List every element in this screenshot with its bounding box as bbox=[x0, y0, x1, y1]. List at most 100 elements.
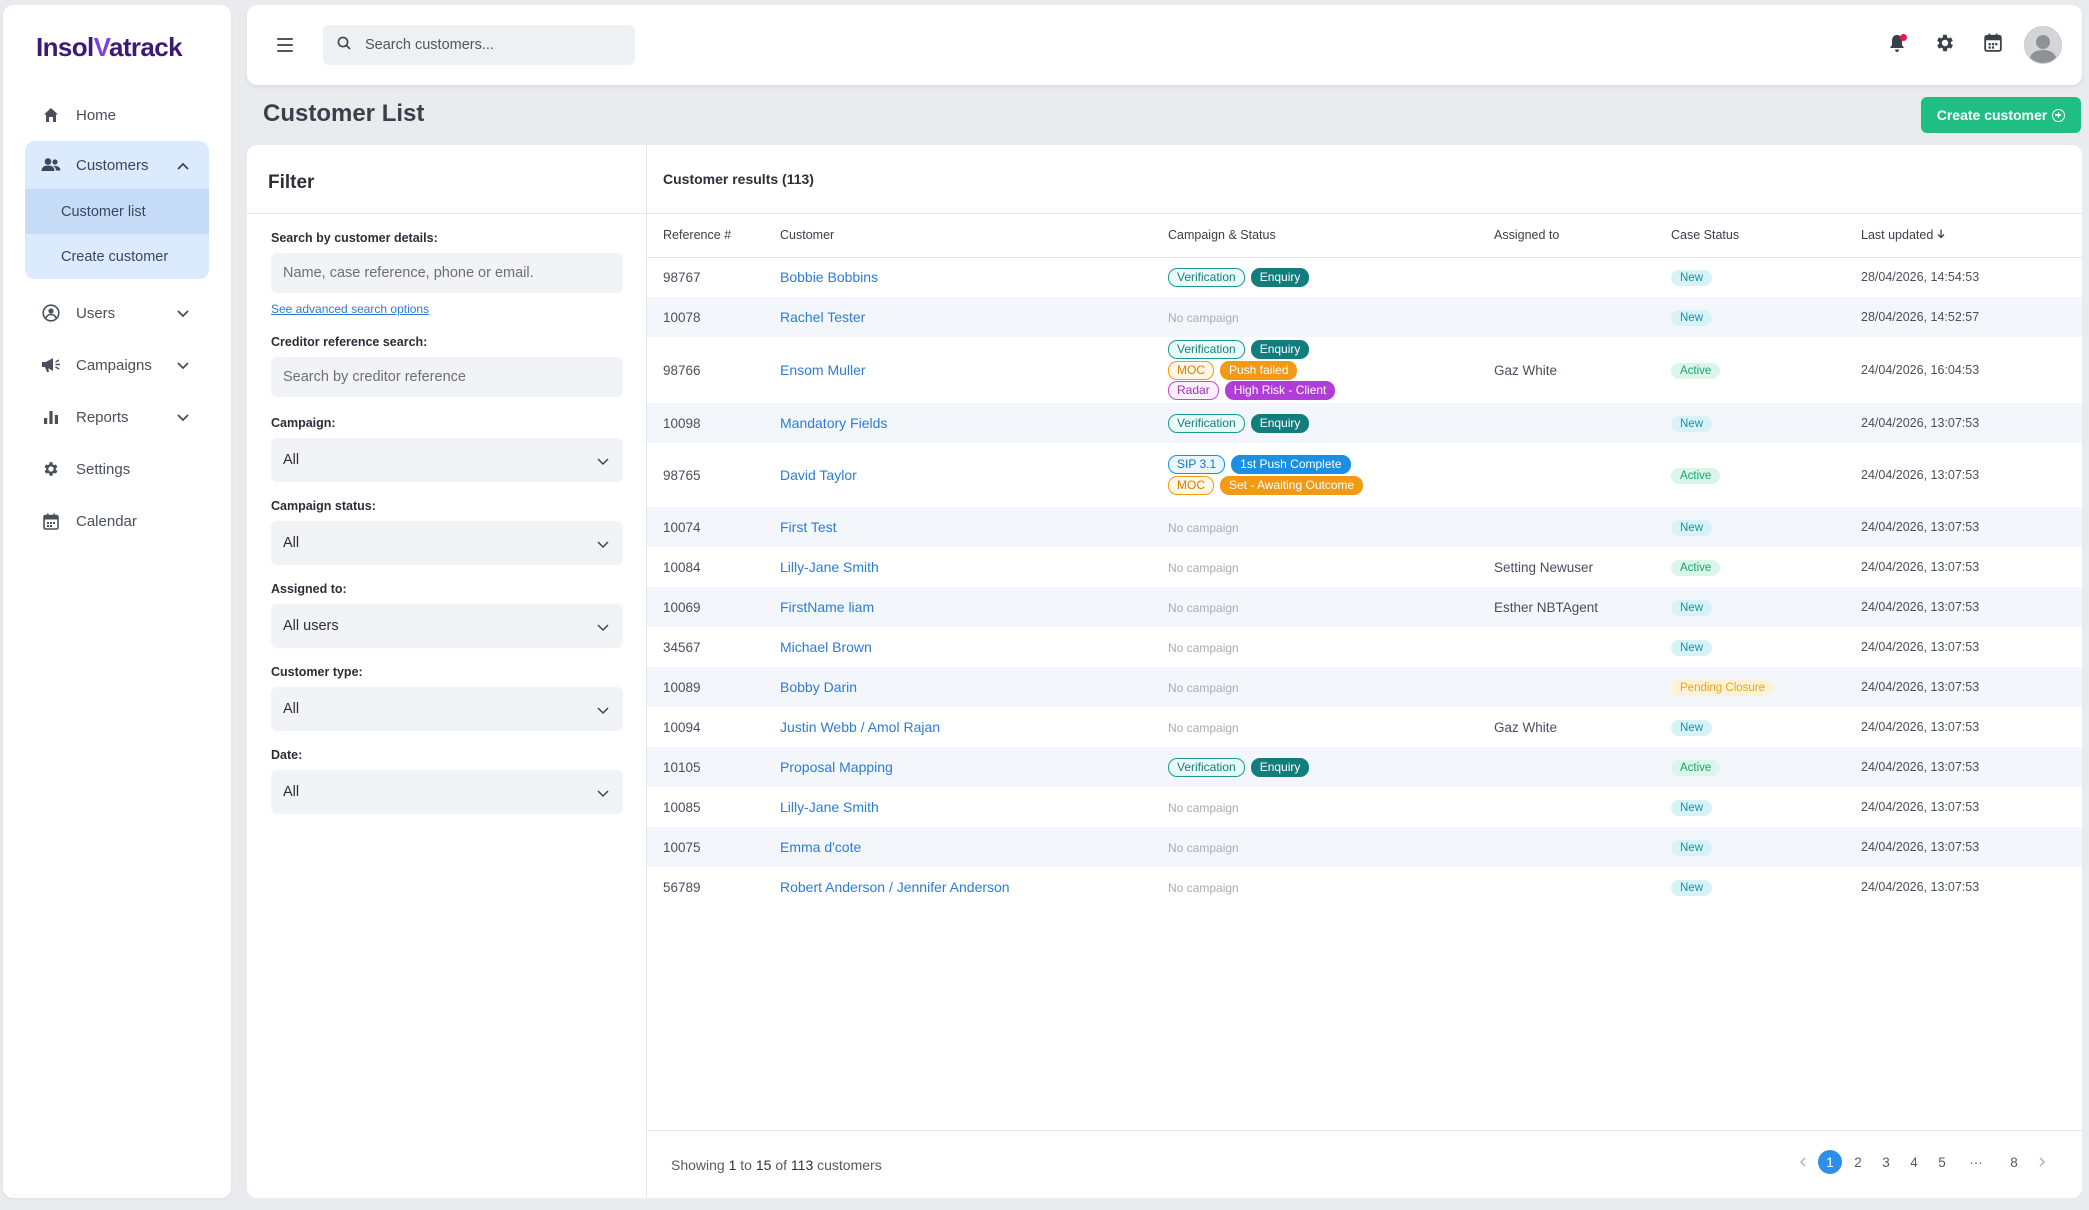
table-row[interactable]: 10075 Emma d'cote No campaign New 24/04/… bbox=[647, 827, 2082, 867]
pagination-page[interactable]: 5 bbox=[1938, 1154, 1946, 1170]
customer-link[interactable]: FirstName liam bbox=[780, 599, 875, 615]
column-header-assigned[interactable]: Assigned to bbox=[1494, 214, 1671, 258]
campaign-select-value: All bbox=[283, 452, 300, 468]
menu-icon[interactable] bbox=[277, 38, 293, 52]
customer-link[interactable]: Lilly-Jane Smith bbox=[780, 559, 879, 575]
table-row[interactable]: 10085 Lilly-Jane Smith No campaign New 2… bbox=[647, 787, 2082, 827]
table-row[interactable]: 98766 Ensom Muller Verification Enquiry MO… bbox=[647, 337, 2082, 403]
sidebar-item-home[interactable]: Home bbox=[3, 89, 231, 141]
calendar-icon bbox=[41, 511, 61, 531]
cell-campaign: Verification Enquiry bbox=[1168, 403, 1494, 443]
status-badge: New bbox=[1671, 269, 1713, 286]
cell-last-updated: 28/04/2026, 14:54:53 bbox=[1861, 270, 1980, 285]
pagination-page[interactable]: 8 bbox=[2010, 1154, 2018, 1170]
campaign-tag[interactable]: Verification bbox=[1168, 757, 1245, 777]
campaign-tag[interactable]: Set - Awaiting Outcome bbox=[1220, 475, 1364, 495]
cell-campaign: No campaign bbox=[1168, 867, 1494, 907]
table-row[interactable]: 34567 Michael Brown No campaign New 24/0… bbox=[647, 627, 2082, 667]
cell-assigned: Esther NBTAgent bbox=[1494, 599, 1599, 615]
campaign-tag[interactable]: MOC bbox=[1168, 360, 1214, 380]
column-header-case-status[interactable]: Case Status bbox=[1671, 214, 1861, 258]
assigned-select[interactable]: All users bbox=[271, 604, 623, 648]
table-row[interactable]: 10084 Lilly-Jane Smith No campaign Setti… bbox=[647, 547, 2082, 587]
sidebar-item-calendar[interactable]: Calendar bbox=[3, 495, 231, 547]
customer-link[interactable]: First Test bbox=[780, 519, 837, 535]
sidebar-subitem-customer-list[interactable]: Customer list bbox=[25, 189, 209, 234]
create-customer-button[interactable]: Create customer bbox=[1921, 97, 2081, 133]
campaign-tag[interactable]: Enquiry bbox=[1250, 340, 1310, 359]
table-row[interactable]: 56789 Robert Anderson / Jennifer Anderso… bbox=[647, 867, 2082, 907]
cell-campaign: Verification Enquiry bbox=[1168, 257, 1494, 297]
table-row[interactable]: 10069 FirstName liam No campaign Esther … bbox=[647, 587, 2082, 627]
search-input[interactable] bbox=[365, 37, 615, 53]
app-logo[interactable]: InsolVatrack bbox=[36, 32, 183, 63]
customer-link[interactable]: Mandatory Fields bbox=[780, 415, 888, 431]
advanced-search-link[interactable]: See advanced search options bbox=[271, 302, 430, 316]
customer-details-input[interactable] bbox=[271, 253, 623, 293]
table-row[interactable]: 10094 Justin Webb / Amol Rajan No campai… bbox=[647, 707, 2082, 747]
creditor-reference-input[interactable] bbox=[271, 357, 623, 397]
date-select[interactable]: All bbox=[271, 770, 623, 814]
table-row[interactable]: 98767 Bobbie Bobbins Verification Enquiry… bbox=[647, 257, 2082, 297]
avatar[interactable] bbox=[2024, 26, 2062, 64]
table-row[interactable]: 10078 Rachel Tester No campaign New 28/0… bbox=[647, 297, 2082, 337]
campaign-tag[interactable]: Push failed bbox=[1220, 360, 1298, 380]
campaign-status-label: Campaign status: bbox=[271, 499, 376, 513]
table-row[interactable]: 10098 Mandatory Fields Verification Enqui… bbox=[647, 403, 2082, 443]
campaign-tag[interactable]: Radar bbox=[1168, 381, 1219, 400]
cell-reference: 98766 bbox=[663, 362, 701, 378]
campaign-tag[interactable]: Verification bbox=[1168, 413, 1245, 433]
pagination-page[interactable]: 2 bbox=[1854, 1154, 1862, 1170]
campaign-tag[interactable]: Verification bbox=[1168, 340, 1245, 359]
campaign-tag[interactable]: 1st Push Complete bbox=[1231, 455, 1351, 475]
table-row[interactable]: 98765 David Taylor SIP 3.1 1st Push Compl… bbox=[647, 443, 2082, 507]
customer-link[interactable]: Emma d'cote bbox=[780, 839, 862, 855]
sidebar-subitem-create-customer[interactable]: Create customer bbox=[61, 248, 169, 265]
settings-button[interactable] bbox=[1932, 32, 1958, 58]
pagination-page[interactable]: 4 bbox=[1910, 1154, 1918, 1170]
campaign-tag[interactable]: Verification bbox=[1168, 267, 1245, 287]
customer-link[interactable]: Bobbie Bobbins bbox=[780, 269, 879, 286]
campaign-tag[interactable]: Enquiry bbox=[1250, 267, 1310, 287]
customer-link[interactable]: David Taylor bbox=[780, 467, 857, 483]
customer-link[interactable]: Bobby Darin bbox=[780, 679, 858, 695]
customer-link[interactable]: Lilly-Jane Smith bbox=[780, 799, 879, 815]
table-row[interactable]: 10074 First Test No campaign New 24/04/2… bbox=[647, 507, 2082, 547]
customer-link[interactable]: Robert Anderson / Jennifer Anderson bbox=[780, 879, 1010, 895]
customer-link[interactable]: Ensom Muller bbox=[780, 362, 866, 378]
column-header-campaign[interactable]: Campaign & Status bbox=[1168, 214, 1494, 258]
table-row[interactable]: 10089 Bobby Darin No campaign Pending Cl… bbox=[647, 667, 2082, 707]
campaign-tag[interactable]: Enquiry bbox=[1250, 757, 1310, 777]
customer-link[interactable]: Proposal Mapping bbox=[780, 759, 893, 775]
sidebar-group-customers: Customers Customer list Create customer bbox=[25, 141, 209, 279]
campaign-tag[interactable]: High Risk - Client bbox=[1224, 381, 1336, 400]
column-header-last-updated[interactable]: Last updated bbox=[1861, 214, 2082, 258]
customer-type-select[interactable]: All bbox=[271, 687, 623, 731]
campaign-tag[interactable]: MOC bbox=[1168, 475, 1214, 495]
sidebar-item-campaigns[interactable]: Campaigns bbox=[3, 339, 231, 391]
notifications-button[interactable] bbox=[1884, 32, 1910, 58]
campaign-tag[interactable]: SIP 3.1 bbox=[1168, 455, 1226, 475]
customer-link[interactable]: Rachel Tester bbox=[780, 309, 866, 325]
sidebar-item-users[interactable]: Users bbox=[3, 287, 231, 339]
cell-assigned bbox=[1494, 787, 1671, 827]
campaign-tag[interactable]: Enquiry bbox=[1250, 413, 1310, 433]
sidebar-item-reports[interactable]: Reports bbox=[3, 391, 231, 443]
pagination-prev[interactable] bbox=[1790, 1150, 1814, 1174]
sidebar-item-settings[interactable]: Settings bbox=[3, 443, 231, 495]
column-header-reference[interactable]: Reference # bbox=[647, 214, 780, 258]
calendar-button[interactable] bbox=[1980, 32, 2006, 58]
table-row[interactable]: 10105 Proposal Mapping Verification Enqui… bbox=[647, 747, 2082, 787]
pagination-page[interactable]: 3 bbox=[1882, 1154, 1890, 1170]
pagination-next[interactable] bbox=[2030, 1150, 2054, 1174]
campaign-select[interactable]: All bbox=[271, 438, 623, 482]
cell-campaign: No campaign bbox=[1168, 547, 1494, 587]
sidebar-item-customers[interactable]: Customers bbox=[25, 141, 209, 189]
pagination-page[interactable]: 1 bbox=[1818, 1150, 1842, 1174]
table-header-row: Reference # Customer Campaign & Status A… bbox=[647, 214, 2082, 258]
customer-link[interactable]: Justin Webb / Amol Rajan bbox=[780, 719, 941, 735]
customer-link[interactable]: Michael Brown bbox=[780, 639, 872, 655]
cell-campaign: No campaign bbox=[1168, 507, 1494, 547]
column-header-customer[interactable]: Customer bbox=[780, 214, 1168, 258]
campaign-status-select[interactable]: All bbox=[271, 521, 623, 565]
